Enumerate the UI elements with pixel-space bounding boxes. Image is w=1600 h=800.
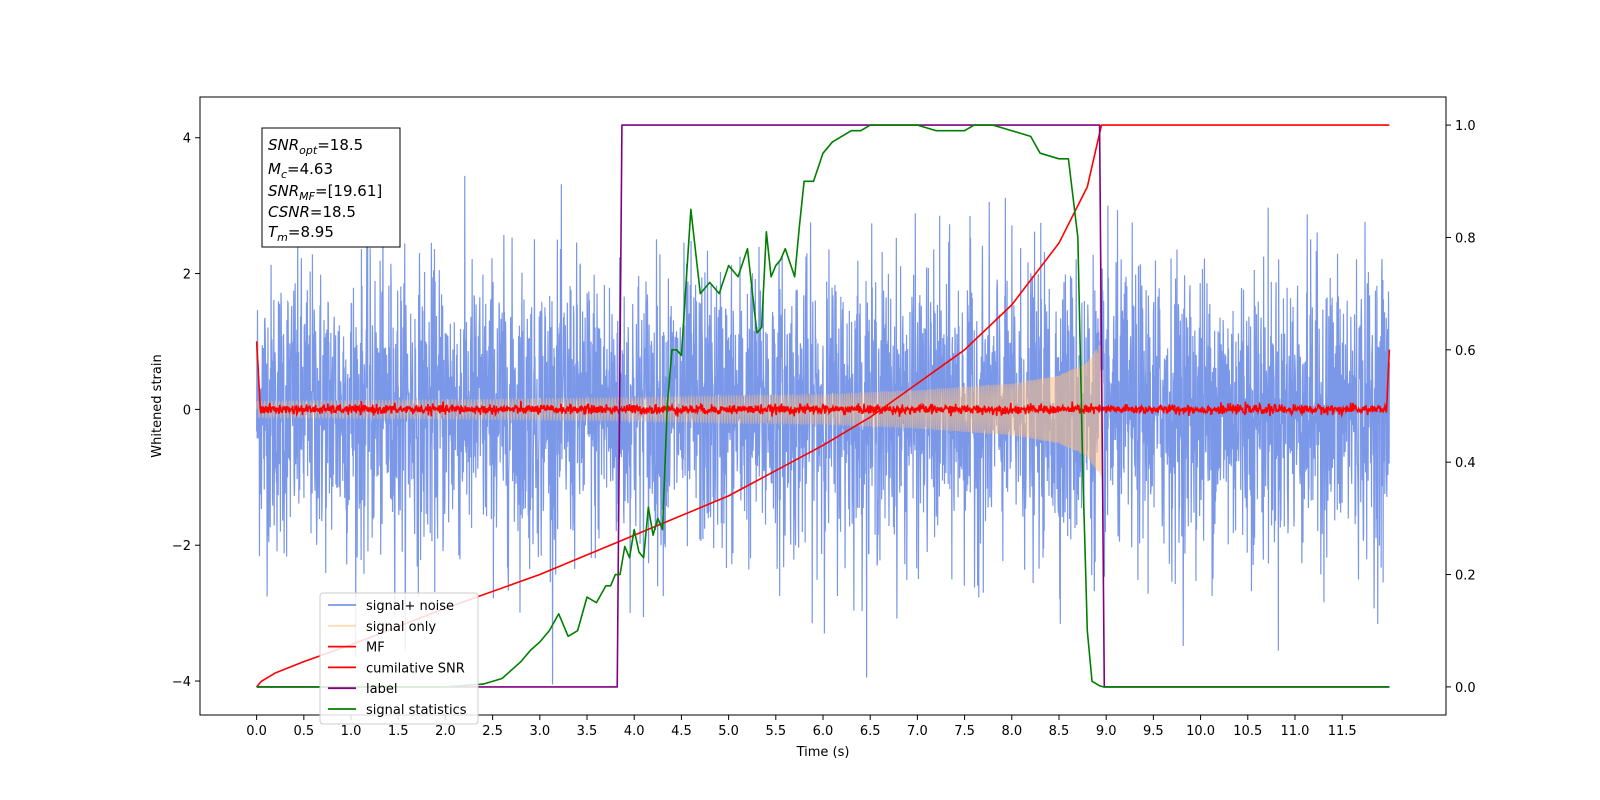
x-tick-label: 5.5 xyxy=(765,724,786,739)
legend-label: MF xyxy=(366,641,385,656)
series-signal-statistics-line xyxy=(256,124,1390,688)
y-right-tick-label: 1.0 xyxy=(1455,119,1476,134)
axes-layer: 0.0 0.5 1.0 1.5 2.0 2.5 3.0 3.5 4.0 4.5 5.0 5.5 6.0 6… xyxy=(172,119,1476,739)
y-right-tick-label: 0.2 xyxy=(1455,569,1476,584)
x-tick-label: 11.0 xyxy=(1280,724,1309,739)
info-tm: Tm=8.95 xyxy=(268,223,334,244)
x-tick-label: 6.0 xyxy=(813,724,834,739)
series-signal-only-line xyxy=(256,343,1103,478)
y-left-tick-label: 0 xyxy=(183,403,191,418)
x-axis-title: Time (s) xyxy=(796,745,850,760)
x-tick-label: 8.5 xyxy=(1049,724,1070,739)
x-tick-label: 1.0 xyxy=(341,724,362,739)
x-tick-label: 5.0 xyxy=(718,724,739,739)
legend-entries: signal+ noise signal only MF cumilative SNR… xyxy=(328,599,467,718)
info-snr-opt: SNRopt=18.5 xyxy=(268,136,363,157)
x-tick-label: 0.5 xyxy=(293,724,314,739)
legend-frame xyxy=(319,592,479,725)
info-box-frame xyxy=(261,127,401,248)
x-tick-label: 2.0 xyxy=(435,724,456,739)
series-layer xyxy=(255,124,1391,688)
x-tick-label: 10.5 xyxy=(1233,724,1262,739)
y-right-tick-label: 0.8 xyxy=(1455,231,1476,246)
x-tick-label: 11.5 xyxy=(1328,724,1357,739)
x-tick-label: 4.0 xyxy=(624,724,645,739)
legend-label: signal only xyxy=(366,620,436,635)
info-box: SNRopt=18.5 Mc=4.63 SNRMF=[19.61] CSNR=1… xyxy=(261,127,401,248)
y-left-tick-label: 4 xyxy=(183,132,191,147)
legend-label: label xyxy=(366,682,397,697)
y-right-tick-label: 0.0 xyxy=(1455,681,1476,696)
legend-label: cumilative SNR xyxy=(366,661,465,676)
legend: signal+ noise signal only MF cumilative SNR… xyxy=(319,592,479,725)
x-tick-label: 10.0 xyxy=(1186,724,1215,739)
series-signal-noise-line xyxy=(256,175,1390,685)
x-tick-label: 6.5 xyxy=(860,724,881,739)
series-mf-line xyxy=(255,341,1391,419)
y-left-tick-label: −2 xyxy=(172,539,191,554)
y-left-tick-label: 2 xyxy=(183,268,191,283)
x-tick-label: 3.0 xyxy=(529,724,550,739)
x-tick-label: 7.5 xyxy=(954,724,975,739)
info-mc: Mc=4.63 xyxy=(268,160,333,181)
x-tick-label: 3.5 xyxy=(577,724,598,739)
x-tick-label: 8.0 xyxy=(1001,724,1022,739)
x-tick-label: 2.5 xyxy=(482,724,503,739)
y-left-tick-label: −4 xyxy=(172,675,191,690)
x-tick-label: 9.5 xyxy=(1143,724,1164,739)
y-right-tick-label: 0.6 xyxy=(1455,344,1476,359)
series-cumulative-snr-line xyxy=(256,124,1390,688)
info-csnr: CSNR=18.5 xyxy=(268,203,356,221)
x-tick-label: 9.0 xyxy=(1096,724,1117,739)
info-snr-mf: SNRMF=[19.61] xyxy=(268,182,382,203)
x-tick-label: 0.0 xyxy=(246,724,267,739)
legend-label: signal+ noise xyxy=(366,599,454,614)
legend-label: signal statistics xyxy=(366,703,467,718)
x-tick-label: 1.5 xyxy=(388,724,409,739)
x-tick-label: 4.5 xyxy=(671,724,692,739)
y-right-tick-label: 0.4 xyxy=(1455,456,1476,471)
x-tick-label: 7.0 xyxy=(907,724,928,739)
y-axis-title: Whitened strain xyxy=(150,354,165,457)
